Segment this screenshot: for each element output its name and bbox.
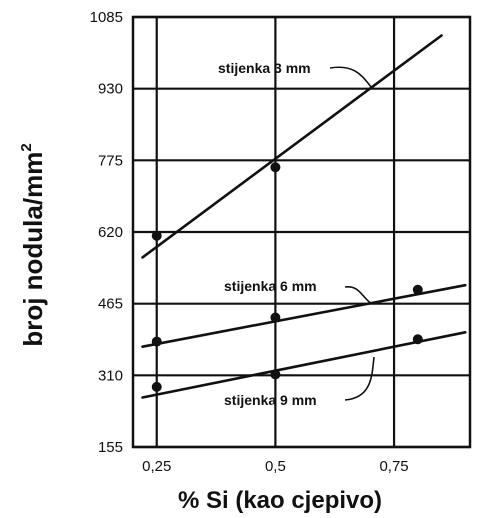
y-tick-label: 620 xyxy=(98,224,123,241)
x-axis-label: % Si (kao cjepivo) xyxy=(178,487,382,514)
x-tick-labels: 0,25 0,5 0,75 xyxy=(142,458,409,475)
grid xyxy=(133,15,470,449)
annotation-leader xyxy=(329,66,373,89)
annotation-leader xyxy=(344,356,375,401)
data-point xyxy=(270,312,281,323)
data-point xyxy=(412,334,423,345)
data-point xyxy=(151,336,162,347)
x-tick-label: 0,5 xyxy=(265,458,286,475)
y-axis-label: broj nodula/mm2 xyxy=(18,143,48,346)
y-tick-label: 465 xyxy=(98,296,123,313)
x-tick-label: 0,75 xyxy=(379,458,408,475)
y-axis-label-superscript: 2 xyxy=(18,143,35,151)
y-tick-label: 1085 xyxy=(90,9,123,26)
data-points xyxy=(151,162,423,392)
plot-frame xyxy=(131,15,472,449)
x-tick-label: 0,25 xyxy=(142,458,171,475)
series-annotation: stijenka 3 mm xyxy=(218,60,311,76)
y-tick-labels: 155 310 465 620 775 930 1085 xyxy=(90,9,123,456)
data-point xyxy=(151,230,162,241)
y-tick-label: 930 xyxy=(98,81,123,98)
series-line xyxy=(141,34,443,259)
data-point xyxy=(412,284,423,295)
data-point xyxy=(151,381,162,392)
fit-lines xyxy=(141,34,467,399)
series-line xyxy=(141,283,467,348)
data-point xyxy=(270,369,281,380)
data-point xyxy=(270,162,281,173)
annotation-leader xyxy=(344,286,373,305)
series-annotation: stijenka 6 mm xyxy=(224,278,317,294)
series-annotations: stijenka 3 mm stijenka 6 mm stijenka 9 mm xyxy=(218,60,375,408)
series-annotation: stijenka 9 mm xyxy=(224,392,317,408)
y-tick-label: 155 xyxy=(98,439,123,456)
series-line xyxy=(141,331,467,399)
y-tick-label: 310 xyxy=(98,367,123,384)
y-tick-label: 775 xyxy=(98,152,123,169)
